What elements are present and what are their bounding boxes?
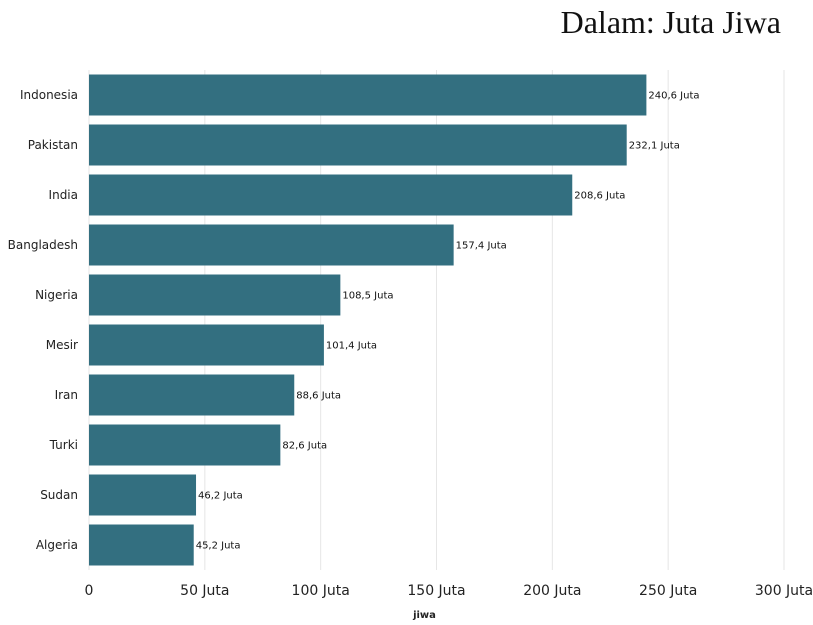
x-tick-label: 250 Juta xyxy=(639,583,697,599)
value-label: 88,6 Juta xyxy=(296,391,341,402)
value-label: 101,4 Juta xyxy=(326,341,377,352)
bar-nigeria xyxy=(89,274,341,316)
category-label: Bangladesh xyxy=(8,238,78,252)
bar-iran xyxy=(89,374,295,416)
bar-turki xyxy=(89,424,281,466)
value-label: 157,4 Juta xyxy=(456,241,507,252)
category-label: Algeria xyxy=(36,538,78,552)
value-label: 82,6 Juta xyxy=(282,441,327,452)
x-axis-title: jiwa xyxy=(412,610,436,621)
value-label: 208,6 Juta xyxy=(574,191,625,202)
category-label: Nigeria xyxy=(35,288,78,302)
value-label: 240,6 Juta xyxy=(648,91,699,102)
bar-bangladesh xyxy=(89,224,454,266)
x-tick-label: 50 Juta xyxy=(180,583,229,599)
x-tick-label: 150 Juta xyxy=(407,583,465,599)
x-tick-label: 200 Juta xyxy=(523,583,581,599)
labels: 0 50 Juta 100 Juta 150 Juta 200 Juta 250 Juta… xyxy=(8,88,813,621)
x-tick-label: 300 Juta xyxy=(755,583,813,599)
value-label: 232,1 Juta xyxy=(629,141,680,152)
value-label: 108,5 Juta xyxy=(342,291,393,302)
category-label: Mesir xyxy=(46,338,78,352)
x-tick-label: 0 xyxy=(85,583,94,599)
bar-pakistan xyxy=(89,124,627,166)
category-label: Pakistan xyxy=(28,138,78,152)
value-label: 45,2 Juta xyxy=(196,541,241,552)
bar-algeria xyxy=(89,524,194,566)
category-label: Indonesia xyxy=(20,88,78,102)
bar-india xyxy=(89,174,573,216)
unit-note: Dalam: Juta Jiwa xyxy=(560,4,781,40)
category-label: Sudan xyxy=(40,488,78,502)
bar-indonesia xyxy=(89,74,647,116)
value-label: 46,2 Juta xyxy=(198,491,243,502)
category-label: Iran xyxy=(55,388,78,402)
bar-sudan xyxy=(89,474,197,516)
bar-mesir xyxy=(89,324,324,366)
category-label: India xyxy=(49,188,78,202)
category-label: Turki xyxy=(49,438,78,452)
x-tick-label: 100 Juta xyxy=(292,583,350,599)
bars xyxy=(89,74,647,566)
